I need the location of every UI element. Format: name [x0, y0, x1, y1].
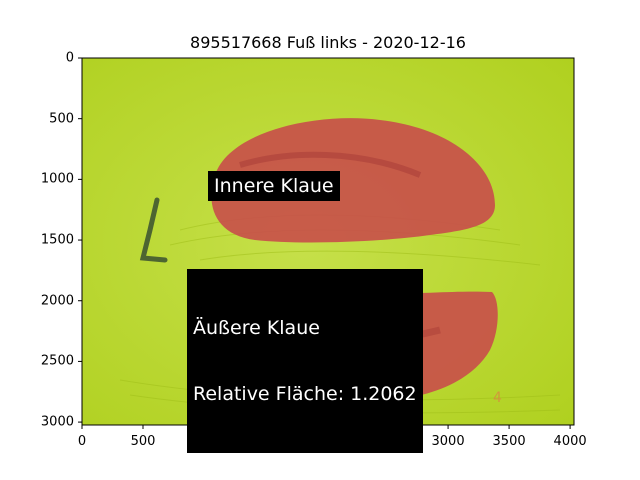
y-tick-label: 2000 — [40, 293, 74, 309]
inner-claw-label: Innere Klaue — [208, 171, 340, 201]
outer-claw-name: Äußere Klaue — [193, 317, 320, 339]
x-tick-label: 500 — [130, 434, 156, 449]
x-tick-label: 3000 — [431, 434, 465, 449]
x-tick-label: 0 — [77, 434, 87, 449]
y-tick-label: 2500 — [40, 353, 74, 369]
outer-claw-relative-area: Relative Fläche: 1.2062 — [193, 383, 417, 405]
y-tick-label: 1500 — [40, 232, 74, 248]
y-tick-label: 500 — [49, 111, 74, 127]
y-ticks — [78, 57, 82, 423]
outer-claw-label: Äußere Klaue Relative Fläche: 1.2062 — [187, 269, 423, 453]
y-tick-label: 0 — [65, 50, 74, 66]
inner-claw-overlay — [211, 118, 496, 243]
marker-letter-l — [139, 197, 168, 263]
figure-title: 895517668 Fuß links - 2020-12-16 — [190, 33, 466, 52]
y-tick-label: 3000 — [40, 414, 74, 430]
photo-mark: 4 — [493, 390, 502, 406]
x-tick-label: 3500 — [492, 434, 526, 449]
x-tick-label: 4000 — [553, 434, 587, 449]
y-tick-label: 1000 — [40, 171, 74, 187]
